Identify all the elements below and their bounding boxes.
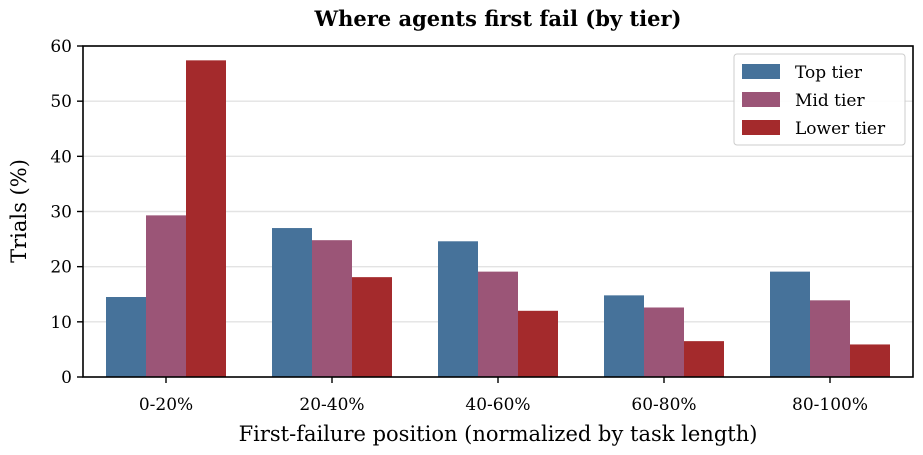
bar — [644, 307, 684, 377]
y-tick-label: 20 — [50, 258, 72, 278]
x-tick-label: 20-40% — [299, 395, 364, 415]
y-tick-label: 60 — [50, 37, 72, 57]
bar — [770, 271, 810, 377]
legend-label: Lower tier — [795, 119, 886, 139]
bar — [312, 240, 352, 377]
legend-swatch — [742, 64, 780, 79]
x-tick-label: 0-20% — [139, 395, 193, 415]
bar — [272, 228, 312, 377]
bar — [146, 215, 186, 377]
y-tick-label: 10 — [50, 313, 72, 333]
bar — [850, 344, 890, 377]
y-axis: 0 10 20 30 40 50 60 — [50, 37, 83, 388]
legend-swatch — [742, 120, 780, 135]
chart-title: Where agents first fail (by tier) — [314, 6, 682, 31]
bar — [604, 295, 644, 377]
bar — [438, 241, 478, 377]
y-axis-label: Trials (%) — [7, 159, 31, 263]
x-axis: 0-20% 20-40% 40-60% 60-80% 80-100% — [139, 377, 868, 415]
x-tick-label: 80-100% — [792, 395, 868, 415]
bars — [106, 60, 890, 378]
legend-label: Mid tier — [795, 91, 865, 111]
legend-label: Top tier — [795, 63, 863, 83]
legend: Top tier Mid tier Lower tier — [733, 53, 906, 146]
x-tick-label: 40-60% — [465, 395, 530, 415]
bar — [810, 300, 850, 377]
y-tick-label: 30 — [50, 203, 72, 223]
y-tick-label: 0 — [61, 368, 72, 388]
y-tick-label: 40 — [50, 147, 72, 167]
legend-swatch — [742, 92, 780, 107]
x-axis-label: First-failure position (normalized by ta… — [239, 422, 758, 446]
bar — [352, 277, 392, 377]
bar — [684, 341, 724, 377]
bar — [186, 60, 226, 378]
x-tick-label: 60-80% — [631, 395, 696, 415]
bar — [478, 271, 518, 377]
bar — [518, 310, 558, 377]
y-tick-label: 50 — [50, 92, 72, 112]
bar — [106, 297, 146, 377]
